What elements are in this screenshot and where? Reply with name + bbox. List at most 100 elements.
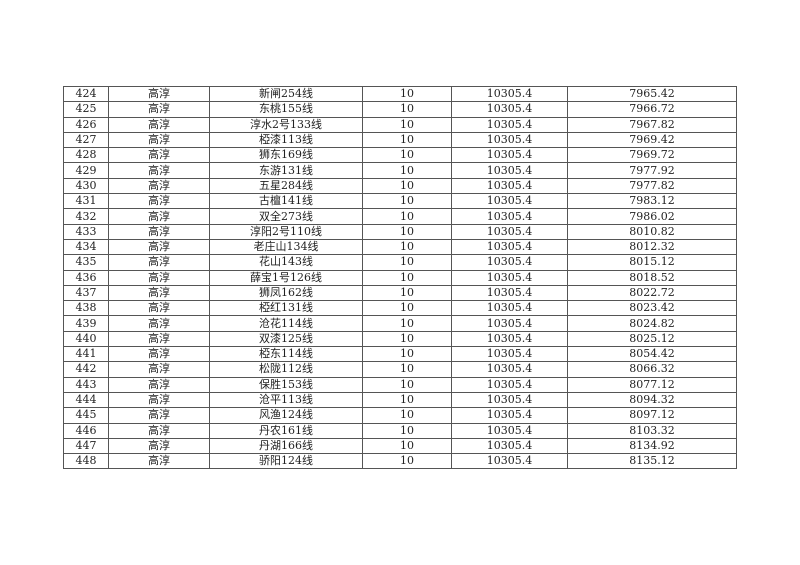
row-number-cell: 426 — [63, 116, 109, 133]
value-a-cell: 10305.4 — [451, 361, 568, 378]
line-name-cell: 狮凤162线 — [209, 284, 363, 302]
value-a-cell: 10305.4 — [451, 453, 568, 470]
row-number-cell: 433 — [63, 223, 109, 240]
value-a-cell: 10305.4 — [451, 422, 568, 439]
district-cell: 高淳 — [108, 422, 210, 439]
table-row: 445 高淳 风渔124线 10 10305.4 8097.12 — [63, 407, 737, 424]
line-name-cell: 丹农161线 — [209, 422, 363, 439]
value-b-cell: 7986.02 — [567, 208, 737, 225]
value-b-cell: 7977.92 — [567, 162, 737, 179]
district-cell: 高淳 — [108, 147, 210, 164]
district-cell: 高淳 — [108, 193, 210, 210]
value-b-cell: 7977.82 — [567, 177, 737, 195]
table-row: 448 高淳 骄阳124线 10 10305.4 8135.12 — [63, 453, 737, 470]
district-cell: 高淳 — [108, 254, 210, 271]
line-name-cell: 椏漆113线 — [209, 131, 363, 149]
value-a-cell: 10305.4 — [451, 147, 568, 164]
value-b-cell: 8023.42 — [567, 300, 737, 317]
value-b-cell: 7965.42 — [567, 85, 737, 103]
voltage-cell: 10 — [362, 101, 452, 118]
value-b-cell: 8012.32 — [567, 238, 737, 256]
district-cell: 高淳 — [108, 269, 210, 286]
voltage-cell: 10 — [362, 437, 452, 455]
line-name-cell: 沧花114线 — [209, 315, 363, 332]
line-name-cell: 双漆125线 — [209, 330, 363, 348]
value-b-cell: 8010.82 — [567, 223, 737, 240]
row-number-cell: 445 — [63, 407, 109, 424]
district-cell: 高淳 — [108, 85, 210, 103]
value-b-cell: 8018.52 — [567, 269, 737, 286]
table-row: 437 高淳 狮凤162线 10 10305.4 8022.72 — [63, 284, 737, 302]
line-name-cell: 东游131线 — [209, 162, 363, 179]
line-name-cell: 丹湖166线 — [209, 437, 363, 455]
value-a-cell: 10305.4 — [451, 177, 568, 195]
value-b-cell: 8134.92 — [567, 437, 737, 455]
value-a-cell: 10305.4 — [451, 162, 568, 179]
voltage-cell: 10 — [362, 116, 452, 133]
district-cell: 高淳 — [108, 315, 210, 332]
voltage-cell: 10 — [362, 85, 452, 103]
voltage-cell: 10 — [362, 162, 452, 179]
line-name-cell: 古檀141线 — [209, 193, 363, 210]
voltage-cell: 10 — [362, 147, 452, 164]
row-number-cell: 424 — [63, 85, 109, 103]
line-name-cell: 淳阳2号110线 — [209, 223, 363, 240]
voltage-cell: 10 — [362, 284, 452, 302]
value-a-cell: 10305.4 — [451, 300, 568, 317]
table-row: 435 高淳 花山143线 10 10305.4 8015.12 — [63, 254, 737, 271]
voltage-cell: 10 — [362, 223, 452, 240]
voltage-cell: 10 — [362, 422, 452, 439]
table-row: 430 高淳 五星284线 10 10305.4 7977.82 — [63, 177, 737, 195]
table-row: 428 高淳 狮东169线 10 10305.4 7969.72 — [63, 147, 737, 164]
row-number-cell: 443 — [63, 376, 109, 393]
district-cell: 高淳 — [108, 208, 210, 225]
value-b-cell: 8103.32 — [567, 422, 737, 439]
row-number-cell: 448 — [63, 453, 109, 470]
table-row: 426 高淳 淳水2号133线 10 10305.4 7967.82 — [63, 116, 737, 133]
voltage-cell: 10 — [362, 346, 452, 363]
district-cell: 高淳 — [108, 131, 210, 149]
line-name-cell: 东桃155线 — [209, 101, 363, 118]
value-a-cell: 10305.4 — [451, 284, 568, 302]
table-row: 441 高淳 椏东114线 10 10305.4 8054.42 — [63, 346, 737, 363]
line-name-cell: 老庄山134线 — [209, 238, 363, 256]
value-a-cell: 10305.4 — [451, 315, 568, 332]
district-cell: 高淳 — [108, 453, 210, 470]
table-row: 446 高淳 丹农161线 10 10305.4 8103.32 — [63, 422, 737, 439]
row-number-cell: 446 — [63, 422, 109, 439]
table-row: 429 高淳 东游131线 10 10305.4 7977.92 — [63, 162, 737, 179]
row-number-cell: 432 — [63, 208, 109, 225]
value-b-cell: 8066.32 — [567, 361, 737, 378]
value-b-cell: 8135.12 — [567, 453, 737, 470]
line-name-cell: 五星284线 — [209, 177, 363, 195]
value-a-cell: 10305.4 — [451, 376, 568, 393]
table-row: 424 高淳 新闸254线 10 10305.4 7965.42 — [63, 85, 737, 103]
row-number-cell: 429 — [63, 162, 109, 179]
row-number-cell: 428 — [63, 147, 109, 164]
district-cell: 高淳 — [108, 162, 210, 179]
voltage-cell: 10 — [362, 407, 452, 424]
row-number-cell: 435 — [63, 254, 109, 271]
row-number-cell: 436 — [63, 269, 109, 286]
voltage-cell: 10 — [362, 330, 452, 348]
line-name-cell: 骄阳124线 — [209, 453, 363, 470]
table-row: 447 高淳 丹湖166线 10 10305.4 8134.92 — [63, 437, 737, 455]
value-a-cell: 10305.4 — [451, 407, 568, 424]
district-cell: 高淳 — [108, 101, 210, 118]
district-cell: 高淳 — [108, 391, 210, 409]
row-number-cell: 441 — [63, 346, 109, 363]
district-cell: 高淳 — [108, 376, 210, 393]
district-cell: 高淳 — [108, 300, 210, 317]
value-a-cell: 10305.4 — [451, 330, 568, 348]
value-b-cell: 8022.72 — [567, 284, 737, 302]
row-number-cell: 444 — [63, 391, 109, 409]
value-b-cell: 7983.12 — [567, 193, 737, 210]
row-number-cell: 425 — [63, 101, 109, 118]
value-b-cell: 8094.32 — [567, 391, 737, 409]
value-b-cell: 8054.42 — [567, 346, 737, 363]
line-name-cell: 松陇112线 — [209, 361, 363, 378]
table-row: 427 高淳 椏漆113线 10 10305.4 7969.42 — [63, 131, 737, 149]
row-number-cell: 439 — [63, 315, 109, 332]
value-a-cell: 10305.4 — [451, 238, 568, 256]
table-row: 440 高淳 双漆125线 10 10305.4 8025.12 — [63, 330, 737, 348]
